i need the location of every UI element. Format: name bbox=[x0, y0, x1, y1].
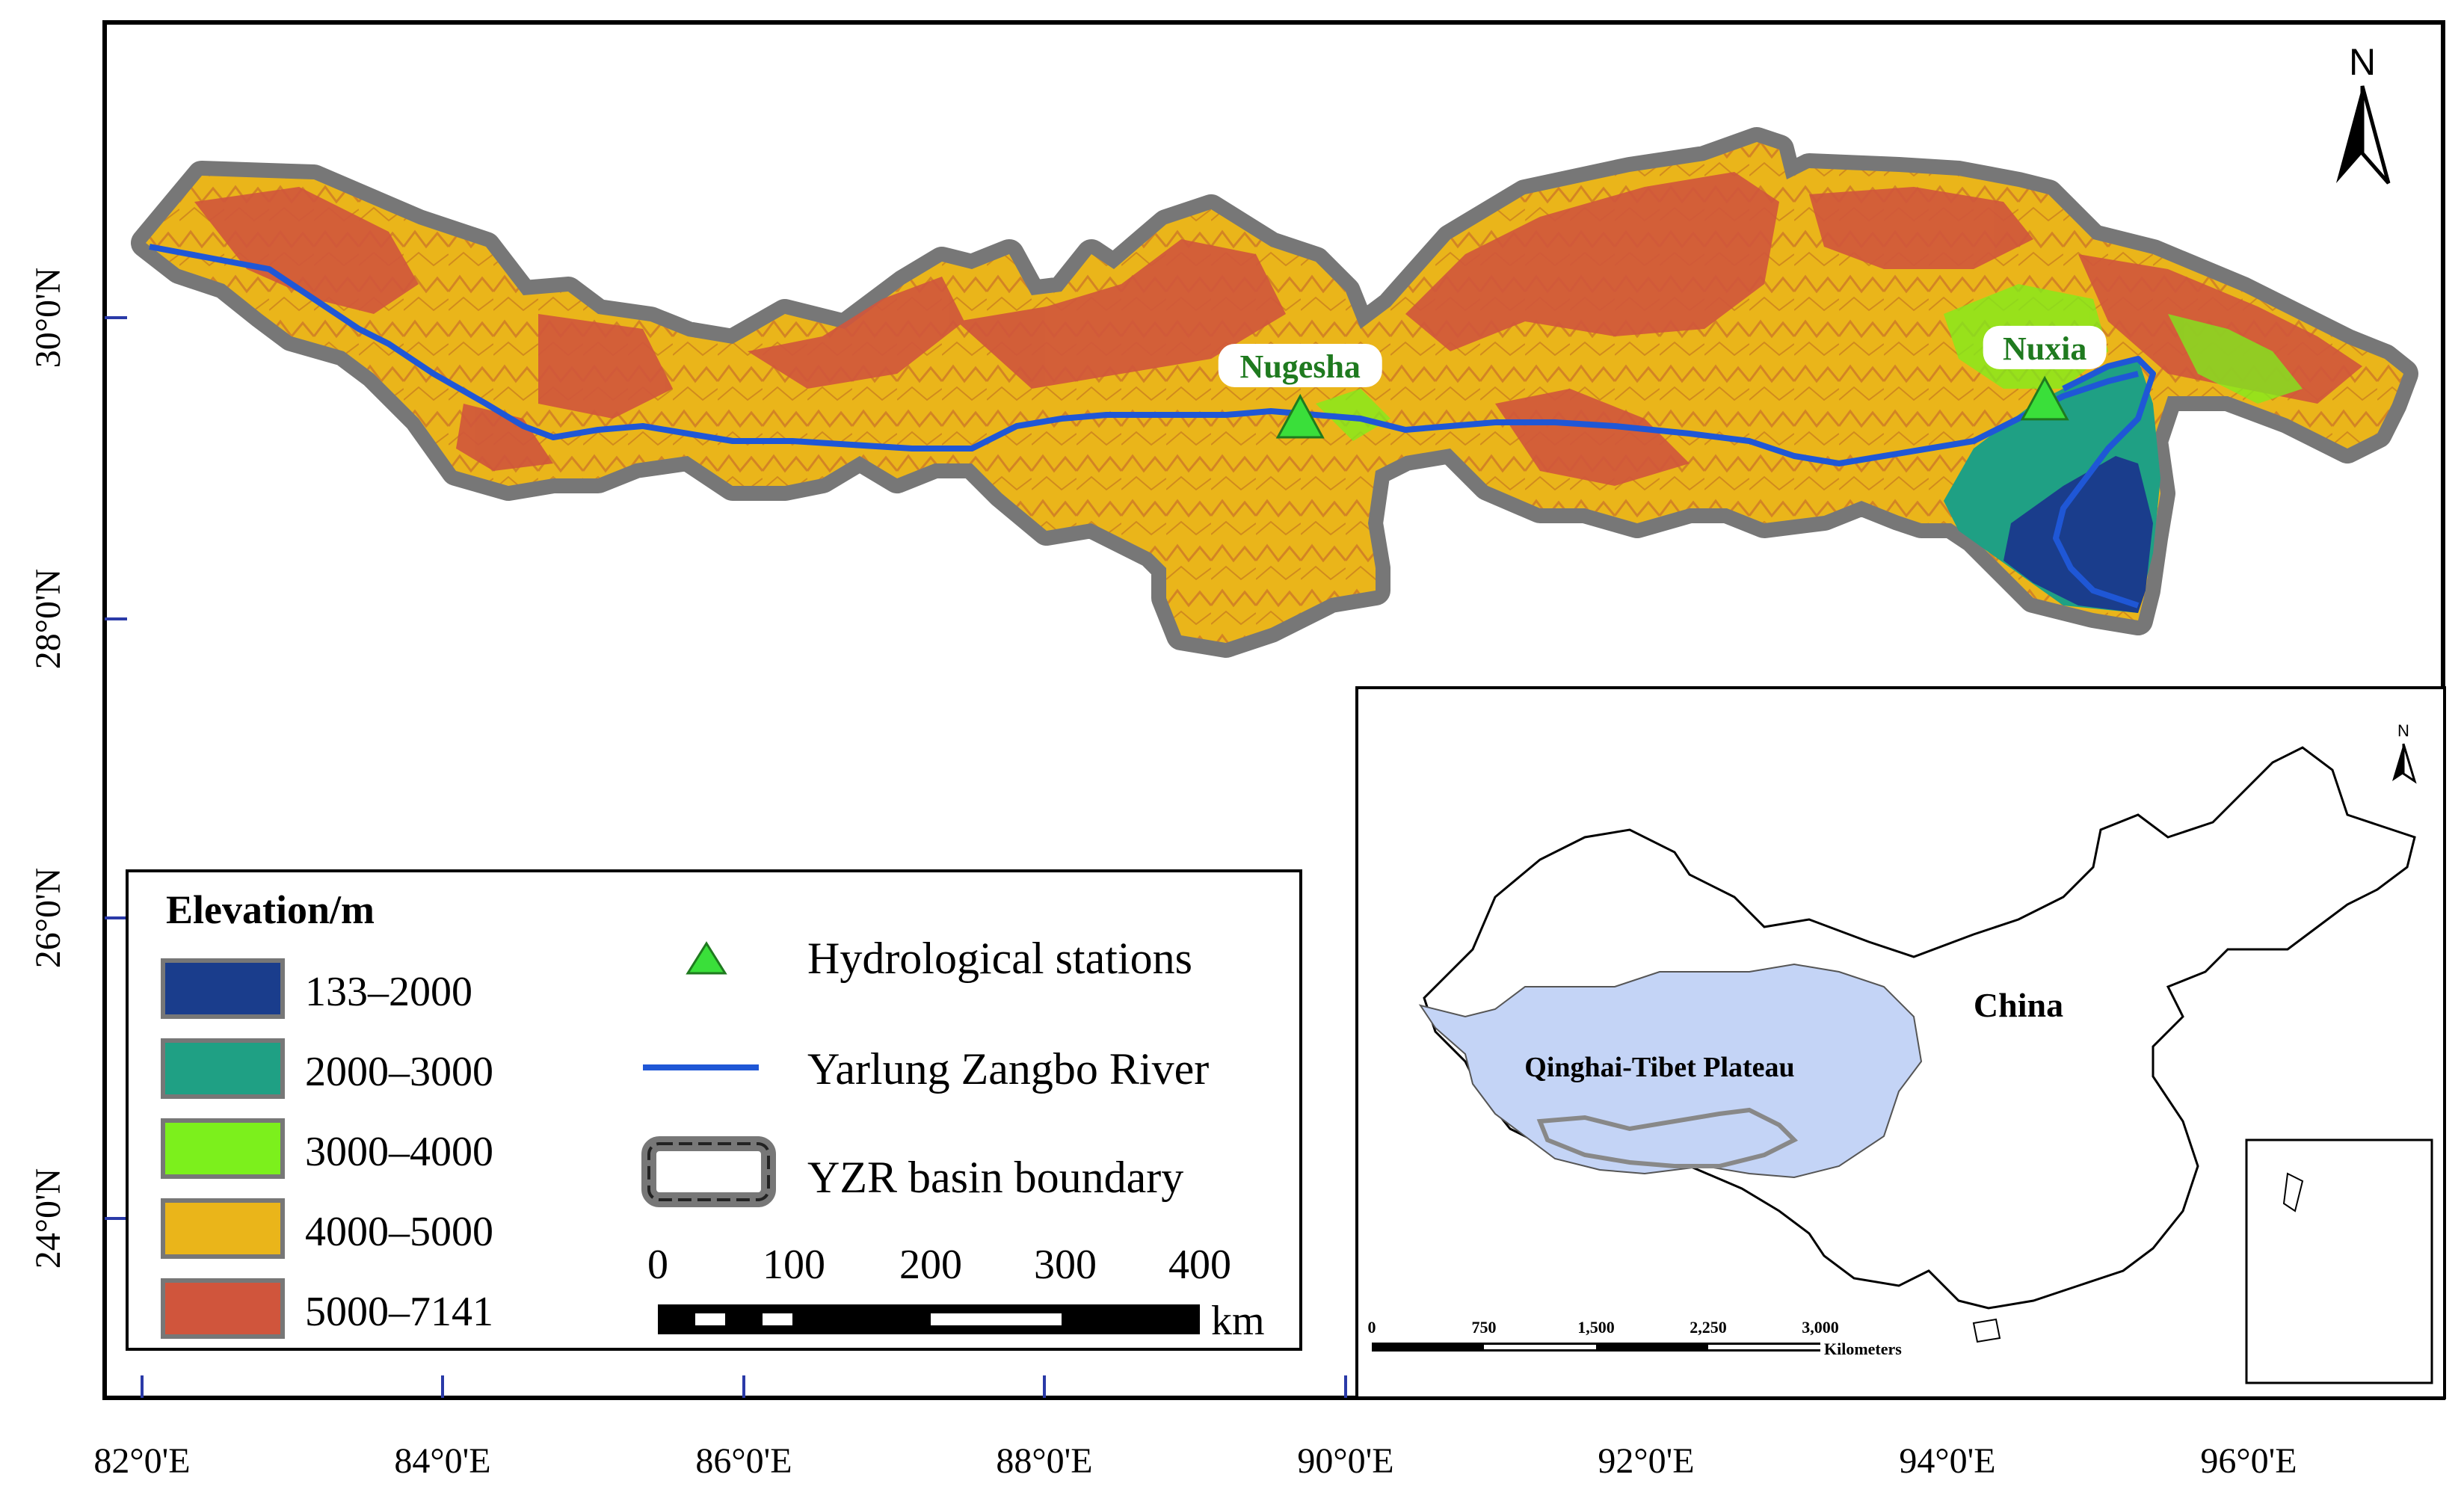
inset-map: China Qinghai-Tibet Plateau N 0 750 1,50… bbox=[1355, 686, 2446, 1399]
inset-scale-tick-750: 750 bbox=[1472, 1318, 1497, 1337]
inset-plateau-label: Qinghai-Tibet Plateau bbox=[1524, 1052, 1794, 1083]
inset-scale-unit: Kilometers bbox=[1824, 1340, 1902, 1358]
legend-class-5: 5000–7141 bbox=[305, 1289, 493, 1335]
north-arrow: N bbox=[2336, 41, 2391, 185]
lon-label-86: 86°0'E bbox=[695, 1441, 792, 1481]
station-label-halo bbox=[1983, 325, 2107, 369]
legend-title: Elevation/m bbox=[166, 887, 375, 932]
lon-label-94: 94°0'E bbox=[1899, 1441, 1995, 1481]
station-nugesha: Nugesha bbox=[1218, 344, 1382, 439]
legend-box bbox=[126, 869, 1302, 1351]
scale-tick-0: 0 bbox=[647, 1242, 668, 1288]
lon-label-92: 92°0'E bbox=[1598, 1441, 1694, 1481]
south-china-sea-inset bbox=[2245, 1138, 2433, 1384]
inset-north-arrow: N bbox=[2392, 721, 2417, 784]
inset-north-label: N bbox=[2397, 721, 2409, 740]
elevation-133-2000-area bbox=[2003, 456, 2153, 613]
station-label: Nugesha bbox=[1240, 348, 1361, 385]
scale-tick-200: 200 bbox=[899, 1242, 962, 1288]
legend-swatch-3 bbox=[161, 1118, 285, 1179]
latitude-axis: 30°0'N 28°0'N 26°0'N 24°0'N bbox=[28, 268, 127, 1269]
legend-swatch-5 bbox=[161, 1278, 285, 1339]
legend-swatch-1 bbox=[161, 958, 285, 1019]
station-label: Nuxia bbox=[2003, 330, 2086, 367]
station-legend-icon bbox=[686, 941, 727, 975]
lat-label-28: 28°0'N bbox=[28, 569, 68, 670]
inset-scale-tick-1500: 1,500 bbox=[1577, 1318, 1615, 1337]
legend-class-2: 2000–3000 bbox=[305, 1049, 493, 1095]
scale-tick-100: 100 bbox=[763, 1242, 825, 1288]
lat-label-26: 26°0'N bbox=[28, 868, 68, 969]
lon-label-84: 84°0'E bbox=[394, 1441, 490, 1481]
taiwan-island bbox=[2282, 1172, 2304, 1212]
yarlung-zangbo-river bbox=[149, 244, 2156, 608]
china-outline bbox=[1423, 746, 2416, 1310]
legend-class-4: 4000–5000 bbox=[305, 1209, 493, 1255]
legend-class-1: 133–2000 bbox=[305, 969, 472, 1015]
lon-label-90: 90°0'E bbox=[1297, 1441, 1393, 1481]
scale-tick-300: 300 bbox=[1034, 1242, 1097, 1288]
inset-country-label: China bbox=[1974, 986, 2063, 1024]
legend-swatch-4 bbox=[161, 1198, 285, 1259]
inset-basin-outline bbox=[1536, 1107, 1799, 1168]
inset-scale: 0 750 1,500 2,250 3,000 Kilometers bbox=[1368, 1318, 1903, 1358]
lat-label-24: 24°0'N bbox=[28, 1168, 68, 1269]
scale-tick-400: 400 bbox=[1168, 1242, 1231, 1288]
lon-label-96: 96°0'E bbox=[2200, 1441, 2297, 1481]
legend-class-3: 3000–4000 bbox=[305, 1129, 493, 1175]
legend-boundary-label: YZR basin boundary bbox=[807, 1153, 1183, 1202]
station-label-halo bbox=[1218, 344, 1382, 388]
boundary-legend-icon bbox=[641, 1136, 776, 1207]
lon-label-82: 82°0'E bbox=[93, 1441, 190, 1481]
lat-label-30: 30°0'N bbox=[28, 268, 68, 369]
station-marker bbox=[2020, 375, 2069, 421]
scale-bar bbox=[658, 1304, 1200, 1334]
basin-terrain-texture bbox=[146, 142, 2403, 643]
elevation-5000-7141-areas bbox=[194, 172, 2362, 486]
north-label: N bbox=[2349, 41, 2376, 83]
longitude-axis: 82°0'E 84°0'E 86°0'E 88°0'E 90°0'E 92°0'… bbox=[93, 1375, 2297, 1481]
inset-scale-tick-0: 0 bbox=[1368, 1318, 1376, 1337]
station-marker bbox=[1275, 393, 1325, 439]
hydrological-stations: Nugesha Nuxia bbox=[1218, 325, 2107, 439]
station-nuxia: Nuxia bbox=[1983, 325, 2107, 421]
legend-stations-label: Hydrological stations bbox=[807, 934, 1192, 983]
hainan-island bbox=[1972, 1318, 2001, 1343]
scale-unit: km bbox=[1211, 1298, 1265, 1344]
legend-river-label: Yarlung Zangbo River bbox=[807, 1044, 1209, 1094]
inset-scale-tick-3000: 3,000 bbox=[1802, 1318, 1839, 1337]
qinghai-tibet-plateau bbox=[1418, 963, 1923, 1179]
legend: Elevation/m 133–2000 2000–3000 3000–4000… bbox=[126, 869, 1302, 1351]
lon-label-88: 88°0'E bbox=[996, 1441, 1092, 1481]
legend-swatch-2 bbox=[161, 1038, 285, 1099]
inset-scale-tick-2250: 2,250 bbox=[1690, 1318, 1727, 1337]
